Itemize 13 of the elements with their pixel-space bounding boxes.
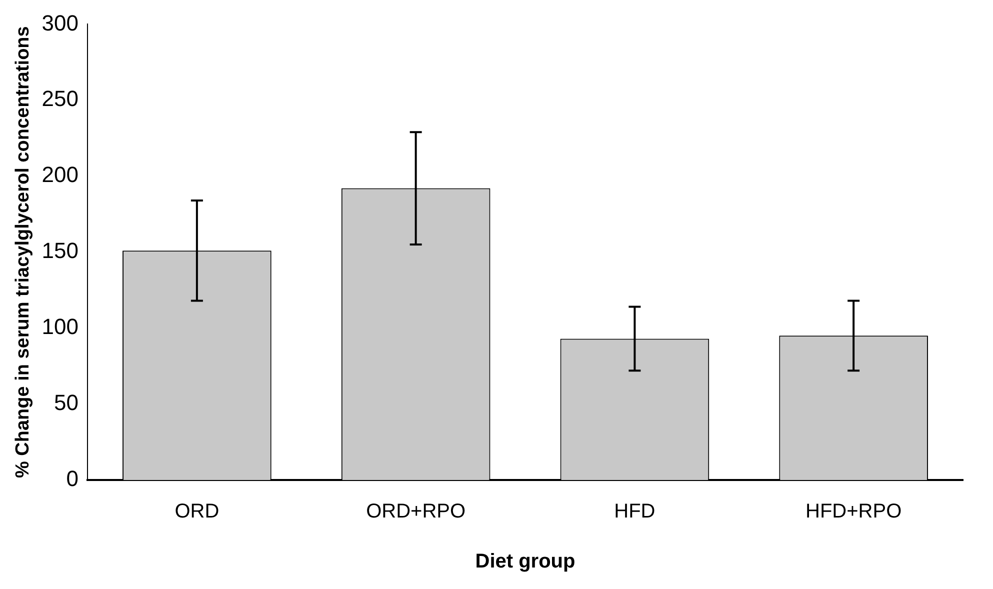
x-tick-label: ORD: [174, 500, 220, 523]
y-axis-title: % Change in serum triacylglycerol concentrations: [12, 26, 34, 478]
x-axis-title: Diet group: [475, 550, 576, 573]
y-tick-label: 300: [42, 10, 79, 36]
y-tick-label: 0: [66, 466, 79, 492]
x-tick-label: ORD+RPO: [366, 500, 466, 523]
y-tick-label: 50: [54, 390, 79, 416]
y-tick-label: 250: [42, 86, 79, 112]
y-tick-label: 150: [42, 238, 79, 264]
x-tick-label: HFD: [614, 500, 656, 523]
y-tick-label: 100: [42, 314, 79, 340]
y-tick-label: 200: [42, 162, 79, 188]
x-tick-label: HFD+RPO: [806, 500, 902, 523]
